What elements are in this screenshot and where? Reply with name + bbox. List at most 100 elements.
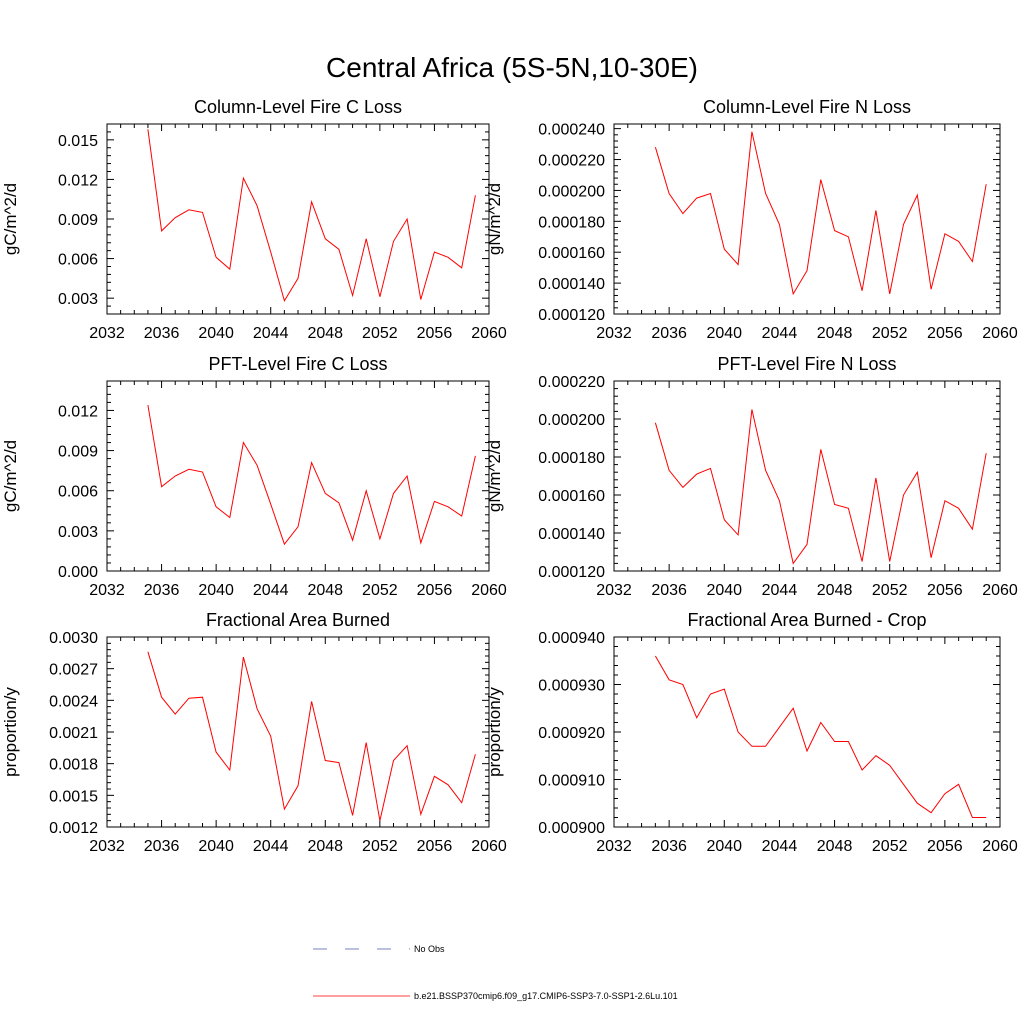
x-tick-label: 2056 bbox=[417, 325, 453, 342]
x-tick-label: 2048 bbox=[307, 838, 343, 855]
y-tick-label: 0.000220 bbox=[538, 153, 605, 170]
x-tick-label: 2032 bbox=[596, 582, 632, 599]
panel-title: PFT-Level Fire C Loss bbox=[208, 354, 387, 374]
y-tick-label: 0.000200 bbox=[538, 183, 605, 200]
series-line bbox=[147, 129, 476, 303]
y-tick-label: 0.000910 bbox=[538, 773, 605, 790]
x-tick-label: 2060 bbox=[471, 325, 507, 342]
x-tick-label: 2048 bbox=[817, 582, 853, 599]
x-tick-label: 2040 bbox=[706, 838, 742, 855]
y-tick-label: 0.006 bbox=[58, 252, 98, 269]
series-line bbox=[147, 651, 476, 821]
x-tick-label: 2036 bbox=[144, 582, 180, 599]
panel-title: Fractional Area Burned - Crop bbox=[687, 610, 926, 630]
x-tick-label: 2052 bbox=[362, 582, 398, 599]
y-tick-label: 0.000180 bbox=[538, 450, 605, 467]
x-tick-label: 2040 bbox=[198, 325, 234, 342]
panel-title: PFT-Level Fire N Loss bbox=[717, 354, 896, 374]
y-tick-label: 0.000160 bbox=[538, 245, 605, 262]
x-tick-label: 2040 bbox=[198, 582, 234, 599]
x-tick-label: 2044 bbox=[253, 325, 289, 342]
x-tick-label: 2032 bbox=[596, 325, 632, 342]
plot-frame bbox=[106, 123, 490, 315]
x-tick-label: 2060 bbox=[982, 838, 1018, 855]
x-tick-label: 2032 bbox=[89, 325, 125, 342]
x-tick-label: 2052 bbox=[872, 838, 908, 855]
figure-title: Central Africa (5S-5N,10-30E) bbox=[326, 52, 698, 83]
y-tick-label: 0.000180 bbox=[538, 214, 605, 231]
y-tick-label: 0.009 bbox=[58, 444, 98, 461]
x-tick-label: 2052 bbox=[362, 325, 398, 342]
panel-5: Fractional Area Burned 2032 2036 2040 2044 20… bbox=[1, 610, 507, 855]
y-tick-label: 0.000220 bbox=[538, 374, 605, 391]
y-tick-label: 0.009 bbox=[58, 212, 98, 229]
x-tick-label: 2056 bbox=[417, 582, 453, 599]
plot-frame bbox=[106, 380, 490, 572]
series-line bbox=[654, 409, 987, 565]
y-tick-label: 0.012 bbox=[58, 172, 98, 189]
panel-2: Column-Level Fire N Loss 2032 2036 2040 2044… bbox=[485, 97, 1018, 342]
x-tick-label: 2060 bbox=[471, 582, 507, 599]
x-tick-label: 2036 bbox=[651, 582, 687, 599]
y-tick-label: 0.000 bbox=[58, 564, 98, 581]
x-tick-label: 2044 bbox=[253, 838, 289, 855]
y-tick-label: 0.003 bbox=[58, 524, 98, 541]
x-tick-label: 2056 bbox=[417, 838, 453, 855]
y-axis-label: gC/m^2/d bbox=[1, 183, 20, 255]
y-tick-label: 0.000140 bbox=[538, 276, 605, 293]
y-axis-label: gN/m^2/d bbox=[485, 183, 504, 255]
y-tick-label: 0.0027 bbox=[49, 662, 98, 679]
x-tick-label: 2040 bbox=[706, 582, 742, 599]
x-tick-label: 2052 bbox=[872, 325, 908, 342]
x-tick-label: 2060 bbox=[471, 838, 507, 855]
panel-6: Fractional Area Burned - Crop 2032 2036 204… bbox=[485, 610, 1018, 855]
x-tick-label: 2036 bbox=[144, 325, 180, 342]
y-tick-label: 0.000160 bbox=[538, 488, 605, 505]
x-tick-label: 2032 bbox=[89, 582, 125, 599]
y-tick-label: 0.000120 bbox=[538, 564, 605, 581]
panel-4: PFT-Level Fire N Loss 2032 2036 2040 2044 204… bbox=[485, 354, 1018, 599]
x-tick-label: 2040 bbox=[706, 325, 742, 342]
x-tick-label: 2048 bbox=[307, 325, 343, 342]
panels: Column-Level Fire C Loss 2032 2036 2040 2044… bbox=[1, 97, 1018, 855]
x-tick-label: 2048 bbox=[307, 582, 343, 599]
x-tick-label: 2052 bbox=[872, 582, 908, 599]
x-tick-label: 2056 bbox=[927, 582, 963, 599]
y-tick-label: 0.015 bbox=[58, 133, 98, 150]
y-tick-label: 0.000200 bbox=[538, 412, 605, 429]
x-tick-label: 2032 bbox=[596, 838, 632, 855]
legend-run-label: b.e21.BSSP370cmip6.f09_g17.CMIP6-SSP3-7.… bbox=[414, 991, 678, 1001]
panel-title: Column-Level Fire C Loss bbox=[194, 97, 402, 117]
y-tick-label: 0.0021 bbox=[49, 725, 98, 742]
x-tick-label: 2056 bbox=[927, 325, 963, 342]
y-tick-label: 0.0024 bbox=[49, 693, 98, 710]
y-tick-label: 0.000940 bbox=[538, 630, 605, 647]
y-axis-label: gN/m^2/d bbox=[485, 440, 504, 512]
y-tick-label: 0.006 bbox=[58, 484, 98, 501]
y-tick-label: 0.0018 bbox=[49, 757, 98, 774]
plot-frame bbox=[613, 636, 1001, 828]
y-tick-label: 0.0030 bbox=[49, 630, 98, 647]
y-tick-label: 0.000930 bbox=[538, 678, 605, 695]
series-line bbox=[147, 405, 476, 546]
y-axis-label: proportion/y bbox=[1, 687, 20, 777]
x-tick-label: 2048 bbox=[817, 325, 853, 342]
x-tick-label: 2060 bbox=[982, 325, 1018, 342]
x-tick-label: 2044 bbox=[762, 838, 798, 855]
x-tick-label: 2036 bbox=[144, 838, 180, 855]
legend-no-obs-label: No Obs bbox=[414, 944, 445, 954]
legend: No Obs b.e21.BSSP370cmip6.f09_g17.CMIP6-… bbox=[313, 944, 678, 1001]
x-tick-label: 2056 bbox=[927, 838, 963, 855]
y-tick-label: 0.0012 bbox=[49, 820, 98, 837]
y-tick-label: 0.003 bbox=[58, 291, 98, 308]
panel-1: Column-Level Fire C Loss 2032 2036 2040 2044… bbox=[1, 97, 507, 342]
y-tick-label: 0.000900 bbox=[538, 820, 605, 837]
x-tick-label: 2040 bbox=[198, 838, 234, 855]
x-tick-label: 2032 bbox=[89, 838, 125, 855]
x-tick-label: 2060 bbox=[982, 582, 1018, 599]
panel-title: Column-Level Fire N Loss bbox=[703, 97, 911, 117]
x-tick-label: 2052 bbox=[362, 838, 398, 855]
x-tick-label: 2048 bbox=[817, 838, 853, 855]
y-tick-label: 0.000120 bbox=[538, 307, 605, 324]
